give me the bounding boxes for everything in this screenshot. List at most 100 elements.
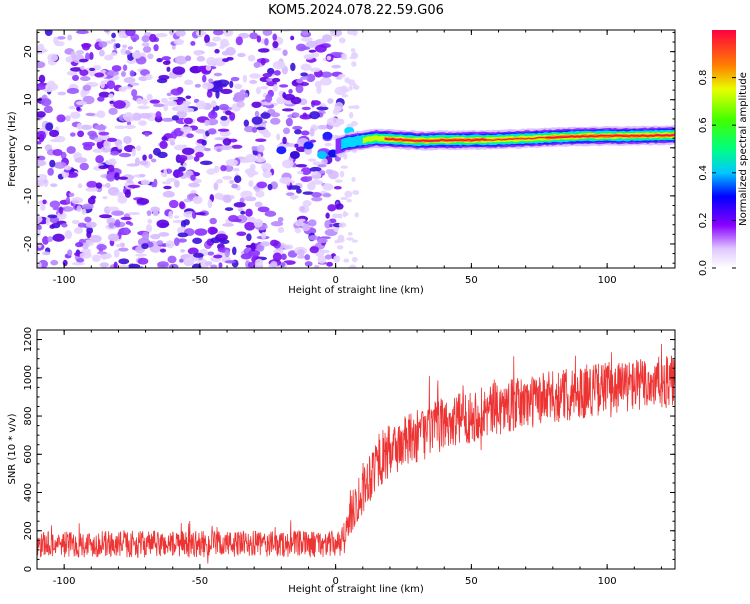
heatmap-noise-blob <box>126 179 134 184</box>
heatmap-noise-blob <box>148 153 153 160</box>
heatmap-noise-blob <box>218 262 223 268</box>
heatmap-noise-blob <box>173 215 180 219</box>
heatmap-noise-blob <box>327 204 337 212</box>
heatmap-noise-blob <box>203 147 211 152</box>
heatmap-noise-blob <box>282 159 294 169</box>
heatmap-noise-blob <box>106 206 120 211</box>
heatmap-noise-blob <box>246 233 252 242</box>
heatmap-noise-blob <box>192 237 203 244</box>
heatmap-noise-blob <box>135 253 147 257</box>
heatmap-noise-blob <box>253 61 261 68</box>
heatmap-noise-blob <box>81 43 92 48</box>
heatmap-noise-blob <box>348 85 353 91</box>
heatmap-noise-blob <box>340 85 348 92</box>
heatmap-noise-blob <box>222 194 232 204</box>
heatmap-noise-blob <box>52 233 65 242</box>
heatmap-noise-blob <box>222 175 233 180</box>
heatmap-noise-blob <box>288 89 293 94</box>
heatmap-noise-blob <box>165 240 175 249</box>
heatmap-noise-blob <box>140 179 150 186</box>
heatmap-noise-blob <box>233 202 246 208</box>
heatmap-noise-blob <box>90 195 97 200</box>
heatmap-noise-blob <box>70 67 83 72</box>
heatmap-noise-blob <box>158 232 170 237</box>
heatmap-noise-blob <box>71 200 80 204</box>
heatmap-noise-blob <box>114 172 120 181</box>
heatmap-noise-blob <box>70 111 81 119</box>
heatmap-noise-blob <box>219 130 231 137</box>
colorbar-tick-label: 0.8 <box>698 70 709 86</box>
heatmap-noise-blob <box>351 176 356 182</box>
snr-frame <box>36 329 676 570</box>
heatmap-noise-blob <box>327 98 334 104</box>
heatmap-noise-blob <box>120 216 132 221</box>
heatmap-noise-blob <box>341 94 349 98</box>
heatmap-noise-blob <box>37 224 42 230</box>
heatmap-noise-blob <box>50 259 59 266</box>
heatmap-noise-blob <box>260 112 271 119</box>
heatmap-noise-blob <box>37 173 48 181</box>
heatmap-noise-blob <box>47 167 54 176</box>
heatmap-noise-blob <box>80 124 93 130</box>
heatmap-noise-blob <box>190 174 196 181</box>
heatmap-noise-blob <box>219 38 229 48</box>
heatmap-noise-blob <box>261 162 272 172</box>
heatmap-noise-blob <box>338 222 347 228</box>
heatmap-noise-blob <box>338 74 346 78</box>
heatmap-noise-blob <box>161 56 171 61</box>
heatmap-noise-blob <box>270 221 284 227</box>
heatmap-noise-blob <box>317 238 328 244</box>
heatmap-noise-blob <box>71 219 80 225</box>
heatmap-noise-blob <box>251 101 262 108</box>
heatmap-noise-blob <box>249 32 259 40</box>
heatmap-noise-blob <box>94 72 105 78</box>
heatmap-noise-blob <box>125 220 132 225</box>
heatmap-noise-blob <box>155 111 162 119</box>
heatmap-noise-blob <box>285 117 293 127</box>
heatmap-onset-blob <box>303 141 314 150</box>
heatmap-noise-blob <box>113 211 124 216</box>
heatmap-noise-blob <box>308 234 318 241</box>
heatmap-noise-blob <box>351 52 358 56</box>
heatmap-noise-blob <box>176 98 184 105</box>
colorbar-ticks: 0.0 0.2 0.4 0.6 0.8 <box>698 70 736 276</box>
heatmap-noise-blob <box>52 207 66 211</box>
heatmap-noise-blob <box>257 48 270 53</box>
heatmap-noise-blob <box>309 166 322 173</box>
heatmap-noise-blob <box>225 110 232 116</box>
heatmap-noise-blob <box>147 218 153 224</box>
heatmap-noise-blob <box>42 251 51 256</box>
heatmap-noise-blob <box>213 254 223 259</box>
heatmap-noise-blob <box>118 176 129 180</box>
heatmap-noise-blob <box>322 193 332 198</box>
heatmap-noise-blob <box>348 111 354 119</box>
snr-y-tick-label: 1200 <box>23 327 34 352</box>
heatmap-noise-blob <box>76 123 82 130</box>
heatmap-noise-blob <box>254 201 263 208</box>
heatmap-noise-blob <box>49 224 55 229</box>
heatmap-noise-blob <box>225 158 238 167</box>
heatmap-noise-blob <box>79 251 92 259</box>
heatmap-noise-blob <box>317 255 327 264</box>
heatmap-noise-blob <box>321 34 333 43</box>
heatmap-noise-blob <box>156 58 163 63</box>
heatmap-noise-blob <box>272 252 282 262</box>
heatmap-noise-blob <box>333 185 342 190</box>
heatmap-noise-blob <box>108 164 115 173</box>
heatmap-noise-blob <box>309 127 315 137</box>
heatmap-noise-blob <box>326 117 340 126</box>
heatmap-noise-blob <box>260 241 271 247</box>
heatmap-noise-blob <box>120 86 133 90</box>
heatmap-onset-blob <box>322 131 333 140</box>
heatmap-y-tick-label: -20 <box>23 236 34 252</box>
heatmap-noise-blob <box>85 187 99 192</box>
heatmap-noise-blob <box>192 196 203 205</box>
snr-x-ticks: -100 -50 0 50 100 <box>36 330 662 587</box>
heatmap-noise-blob <box>221 50 230 56</box>
heatmap-noise-blob <box>222 138 232 146</box>
heatmap-noise-blob <box>207 251 215 256</box>
heatmap-noise-blob <box>255 138 267 143</box>
heatmap-noise-blob <box>86 230 92 239</box>
heatmap-noise-blob <box>300 63 312 71</box>
heatmap-noise-blob <box>308 49 317 53</box>
